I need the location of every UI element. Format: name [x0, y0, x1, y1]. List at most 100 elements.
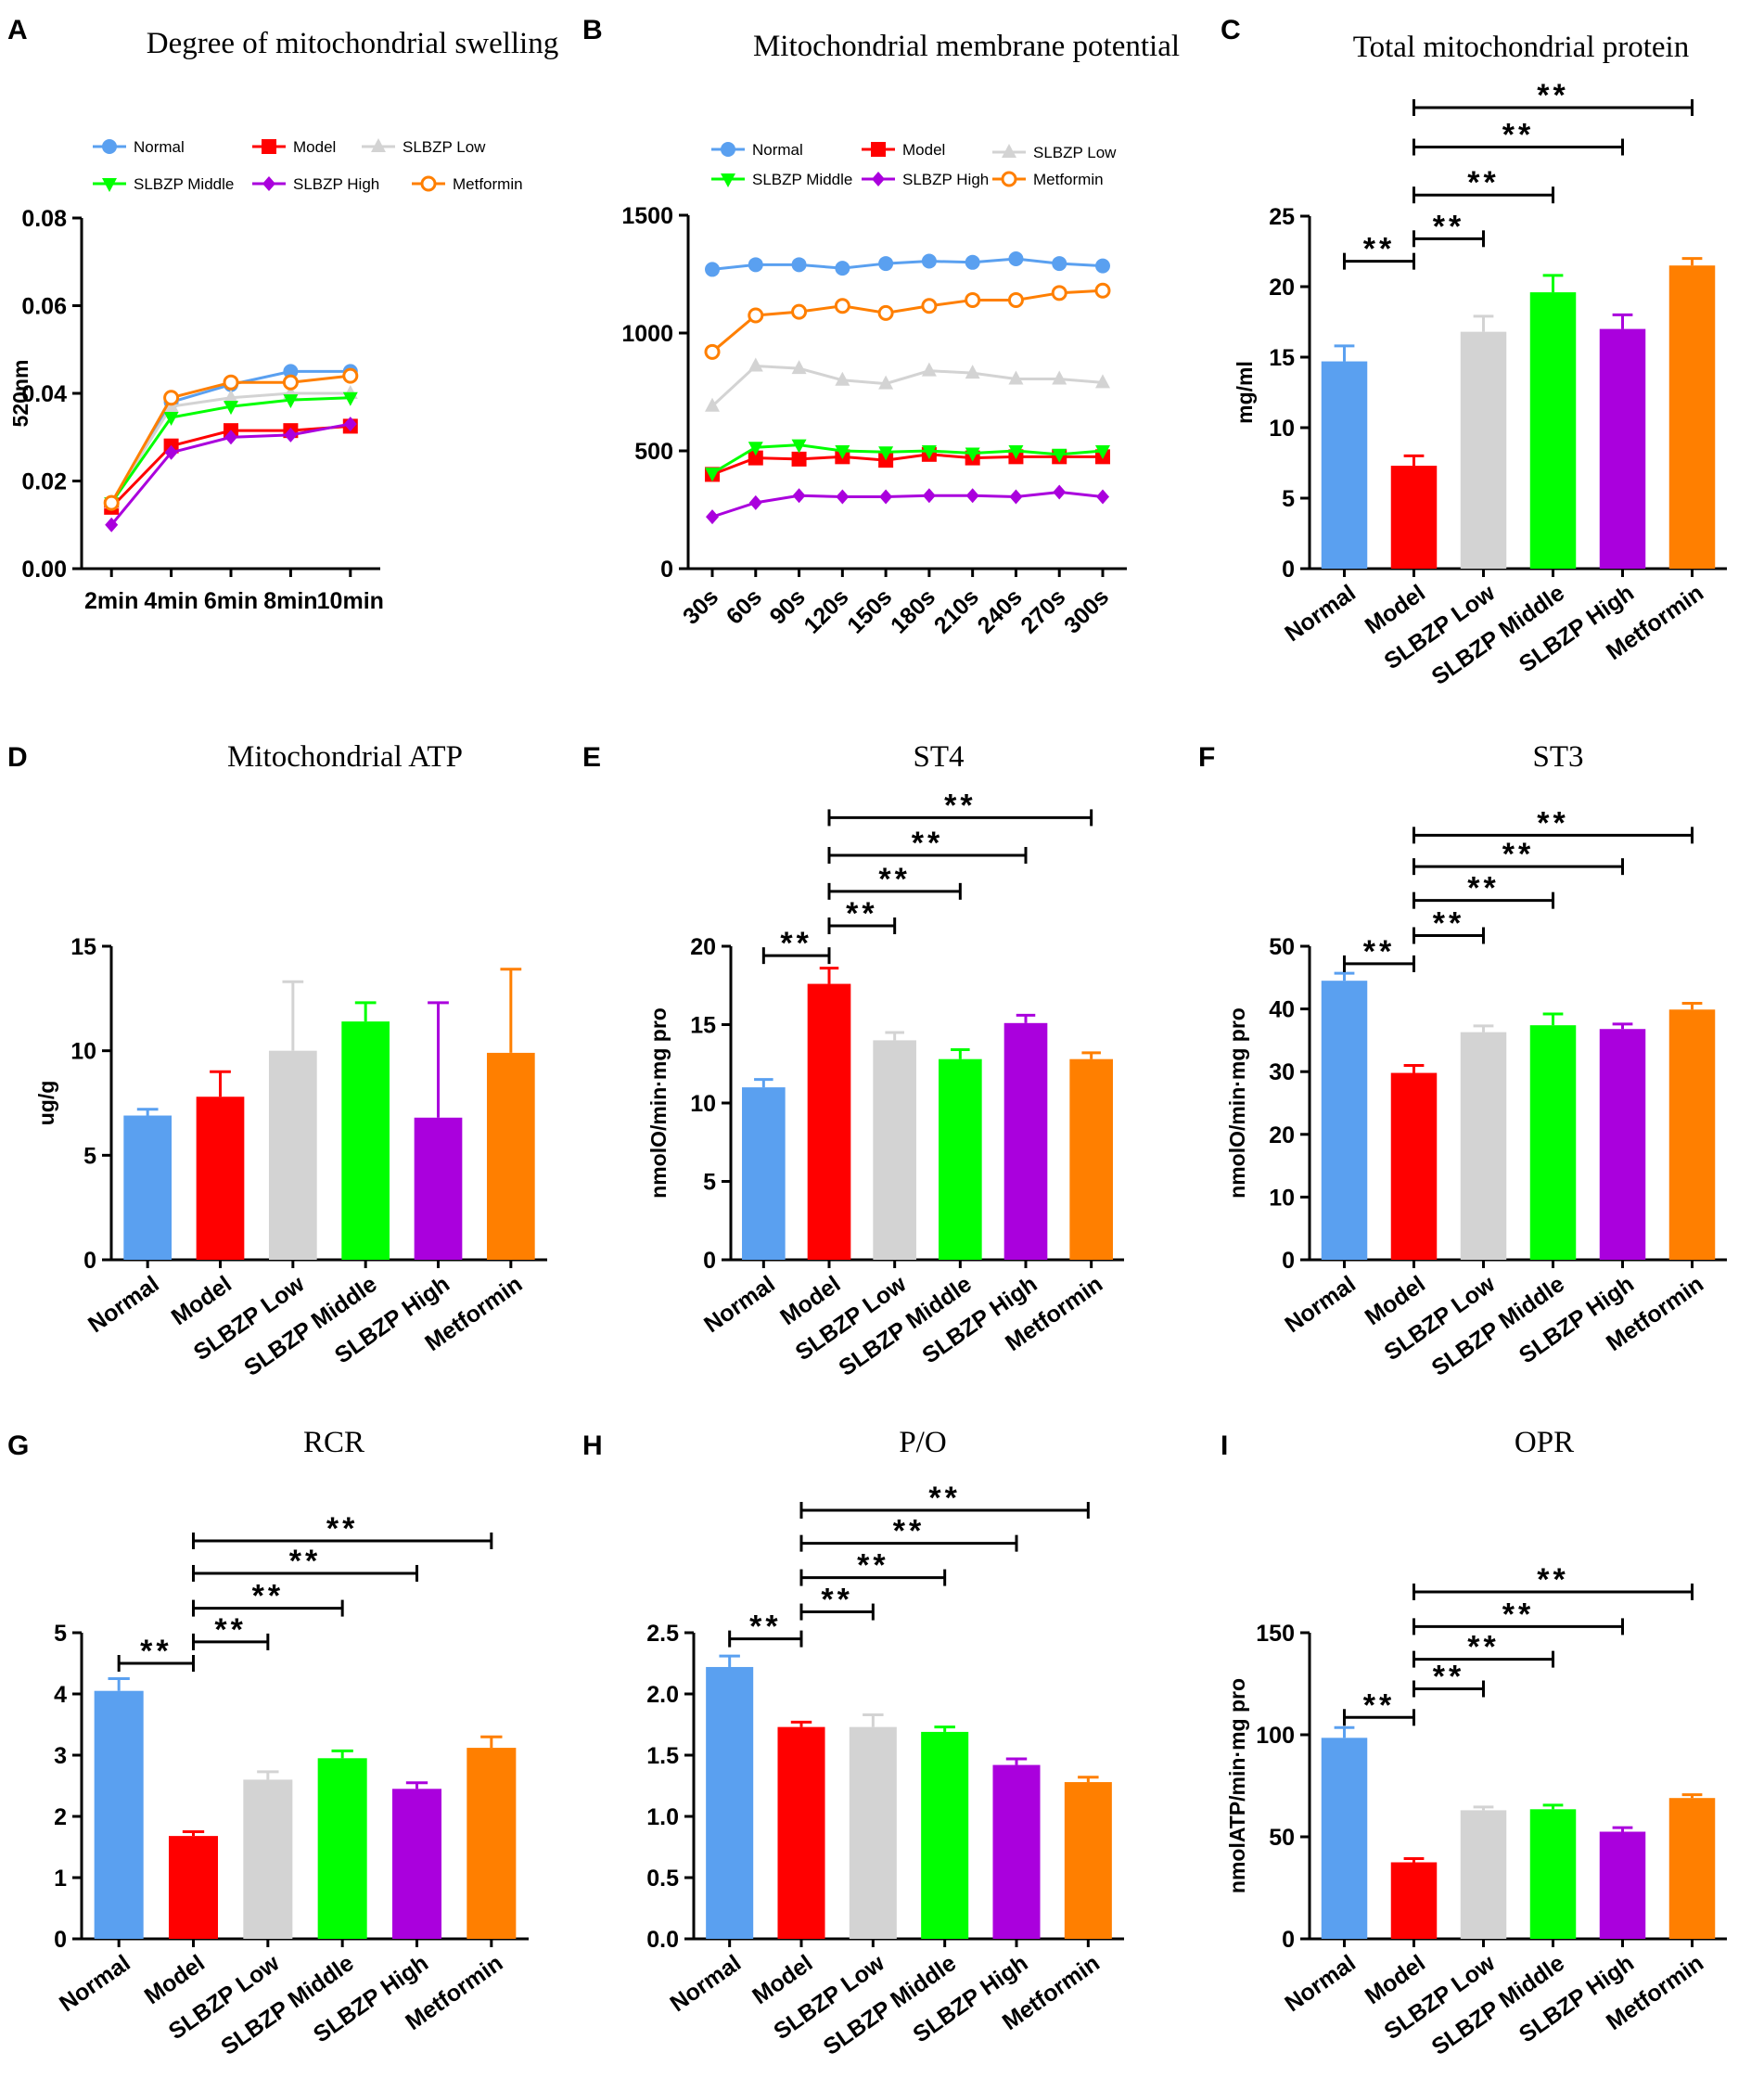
- data-point: [706, 509, 720, 525]
- legend-marker: [420, 175, 437, 192]
- data-point: [1008, 250, 1024, 266]
- legend-item-metformin: Metformin: [412, 175, 523, 193]
- data-point: [342, 391, 358, 406]
- bar-normal: [706, 1666, 754, 1939]
- data-point: [1051, 285, 1067, 301]
- x-tick-label: 150s: [842, 584, 897, 638]
- bar-model: [1390, 1072, 1438, 1260]
- data-point: [103, 494, 120, 511]
- significance-label: **: [1537, 1562, 1568, 1597]
- y-tick-label: 4: [54, 1682, 67, 1708]
- bar-model: [777, 1726, 825, 1939]
- y-tick-label: 1.5: [646, 1743, 679, 1769]
- x-tick-label: Normal: [55, 1950, 135, 2017]
- data-point: [791, 360, 807, 375]
- data-point: [705, 262, 721, 277]
- significance-bracket: **: [192, 1579, 344, 1617]
- significance-bracket: **: [1412, 1597, 1624, 1635]
- y-tick-label: 20: [1269, 1122, 1295, 1148]
- series-line: [711, 490, 1104, 519]
- x-tick-label: Normal: [665, 1950, 746, 2017]
- data-point: [748, 357, 763, 372]
- significance-label: **: [1467, 1630, 1499, 1665]
- x-tick-label: Normal: [699, 1271, 780, 1338]
- chart-title: ST3: [1532, 740, 1583, 774]
- data-point: [283, 364, 299, 379]
- bar-metformin: [1668, 1009, 1716, 1260]
- y-tick-label: 1000: [621, 321, 673, 347]
- data-point: [791, 451, 807, 467]
- bar-slbzp-middle: [317, 1758, 367, 1939]
- data-point: [704, 343, 721, 360]
- significance-bracket: **: [761, 926, 831, 965]
- significance-label: **: [140, 1634, 172, 1669]
- legend-marker: [262, 139, 276, 154]
- significance-bracket: **: [192, 1544, 418, 1582]
- legend-marker: [262, 176, 275, 191]
- data-point: [284, 427, 298, 443]
- data-point: [705, 397, 721, 412]
- significance-label: **: [1433, 1660, 1464, 1695]
- panel-letter: F: [1198, 742, 1215, 773]
- data-point: [1094, 258, 1110, 274]
- panel-letter: C: [1221, 15, 1241, 45]
- legend-marker: [102, 139, 117, 154]
- significance-label: **: [821, 1583, 852, 1618]
- y-tick-label: 2: [54, 1804, 67, 1830]
- data-point: [965, 447, 980, 462]
- bar-slbzp-high: [992, 1764, 1041, 1939]
- legend-item-slbzp-low: SLBZP Low: [992, 144, 1117, 161]
- series-slbzp-low: [705, 357, 1110, 412]
- bar-slbzp-middle: [341, 1021, 390, 1260]
- bar-model: [807, 983, 851, 1260]
- y-tick-label: 15: [70, 934, 96, 960]
- chart-title: Mitochondrial membrane potential: [753, 30, 1180, 63]
- bar-normal: [1321, 361, 1368, 569]
- significance-label: **: [1433, 209, 1464, 244]
- data-point: [224, 389, 238, 404]
- legend-label: SLBZP High: [902, 171, 989, 188]
- bar-normal: [742, 1087, 786, 1260]
- legend-marker: [871, 142, 886, 157]
- significance-label: **: [1502, 118, 1534, 153]
- significance-label: **: [214, 1612, 246, 1648]
- data-point: [835, 445, 850, 459]
- significance-bracket: **: [1343, 934, 1415, 972]
- significance-label: **: [1363, 1687, 1395, 1723]
- significance-label: **: [1502, 1597, 1534, 1632]
- significance-bracket: **: [827, 826, 1028, 864]
- significance-label: **: [1363, 934, 1395, 969]
- data-point: [878, 446, 894, 461]
- y-tick-label: 150: [1256, 1621, 1295, 1647]
- panel-b: B Mitochondrial membrane potential 0 500 100…: [582, 15, 1180, 639]
- significance-label: **: [1467, 871, 1499, 906]
- legend-label: SLBZP Middle: [134, 175, 234, 193]
- y-tick-label: 30: [1269, 1059, 1295, 1085]
- bar-slbzp-low: [1460, 1810, 1507, 1939]
- data-point: [921, 253, 937, 269]
- data-point: [748, 494, 762, 510]
- bar-normal: [1321, 981, 1368, 1260]
- x-tick-label: 180s: [886, 584, 940, 638]
- x-tick-label: Normal: [1280, 580, 1361, 647]
- x-tick-label: Normal: [83, 1271, 164, 1338]
- legend-marker: [371, 138, 386, 152]
- x-tick-label: 120s: [799, 584, 853, 638]
- data-point: [283, 394, 299, 409]
- significance-bracket: **: [1412, 165, 1554, 204]
- bar-model: [1390, 1862, 1438, 1939]
- y-axis-label: ug/g: [34, 1081, 58, 1126]
- significance-bracket: **: [1412, 1630, 1554, 1668]
- significance-label: **: [846, 896, 877, 931]
- significance-label: **: [912, 826, 943, 861]
- data-point: [921, 362, 937, 377]
- significance-label: **: [1502, 837, 1534, 872]
- significance-bracket: **: [1412, 209, 1485, 248]
- data-point: [879, 489, 893, 505]
- bar-slbzp-middle: [1529, 1025, 1577, 1260]
- y-tick-label: 0: [703, 1248, 716, 1274]
- data-point: [748, 307, 764, 324]
- y-tick-label: 10: [690, 1091, 716, 1117]
